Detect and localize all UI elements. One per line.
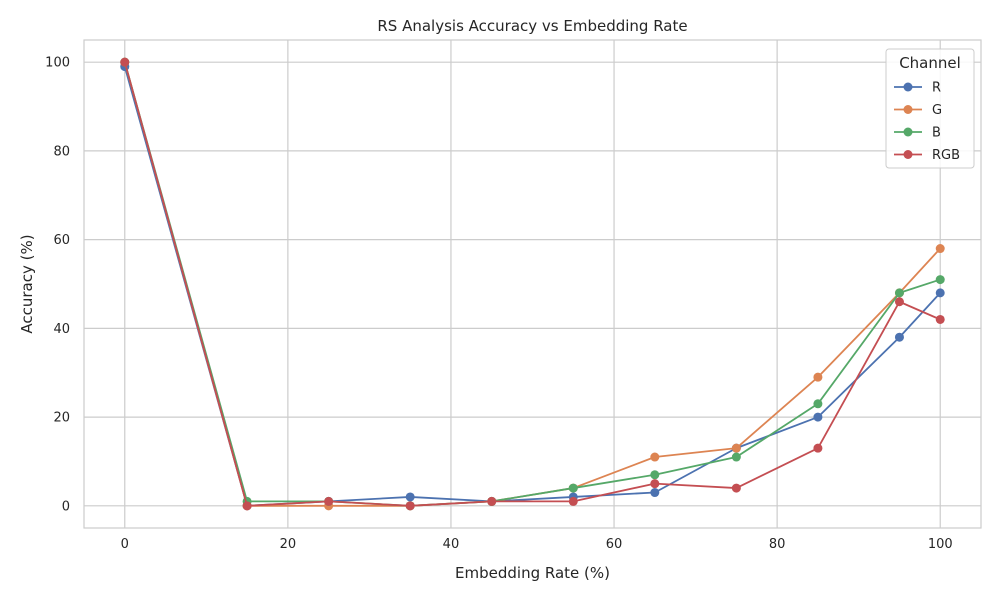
data-point xyxy=(731,483,741,493)
series-line xyxy=(123,61,941,507)
x-tick-label: 20 xyxy=(280,537,297,552)
legend-marker xyxy=(903,127,913,137)
data-point xyxy=(405,492,415,502)
plot-frame xyxy=(83,39,982,529)
legend-marker xyxy=(903,82,913,92)
data-point xyxy=(650,452,660,462)
data-point xyxy=(813,399,823,409)
data-point xyxy=(120,57,130,67)
data-point xyxy=(894,332,904,342)
data-point xyxy=(324,496,334,506)
y-tick-label: 100 xyxy=(45,56,70,71)
legend-label: RGB xyxy=(932,148,960,163)
data-point xyxy=(650,470,660,480)
legend-marker xyxy=(903,150,913,159)
x-tick-label: 40 xyxy=(443,537,460,552)
x-axis-label: Embedding Rate (%) xyxy=(455,564,610,582)
legend-item-rgb: RGB xyxy=(894,148,960,163)
data-point xyxy=(568,483,578,493)
data-point xyxy=(405,501,415,511)
y-tick-label: 0 xyxy=(62,499,70,514)
series-line xyxy=(123,61,941,507)
data-point xyxy=(242,501,252,511)
data-point xyxy=(568,496,578,506)
y-tick-label: 60 xyxy=(53,233,70,248)
x-tick-label: 80 xyxy=(769,537,786,552)
data-point xyxy=(894,288,904,298)
series-rgb xyxy=(120,57,945,511)
y-tick-label: 80 xyxy=(53,144,70,159)
grid xyxy=(84,40,981,528)
data-point xyxy=(487,496,497,506)
legend: Channel RGB RGB xyxy=(885,48,975,169)
legend-item-g: G xyxy=(894,103,942,118)
x-tick-label: 0 xyxy=(121,537,129,552)
series-line xyxy=(123,66,941,507)
data-point xyxy=(731,452,741,462)
legend-item-r: R xyxy=(894,81,941,96)
legend-label: R xyxy=(932,81,941,96)
y-tick-label: 40 xyxy=(53,322,70,337)
y-tick-label: 20 xyxy=(53,411,70,426)
data-point xyxy=(935,244,945,254)
data-point xyxy=(650,488,660,498)
legend-marker xyxy=(903,105,913,114)
series xyxy=(120,57,945,511)
data-point xyxy=(813,443,823,453)
legend-items: RGB RGB xyxy=(894,81,960,163)
legend-box xyxy=(885,48,975,169)
chart-title: RS Analysis Accuracy vs Embedding Rate xyxy=(377,17,687,35)
y-axis-label: Accuracy (%) xyxy=(18,234,36,333)
data-point xyxy=(731,443,741,453)
data-point xyxy=(894,297,904,307)
data-point xyxy=(935,314,945,324)
legend-label: B xyxy=(932,126,941,141)
x-tick-label: 100 xyxy=(928,537,953,552)
x-tick-label: 60 xyxy=(606,537,623,552)
series-line xyxy=(123,61,941,507)
data-point xyxy=(935,275,945,285)
data-point xyxy=(935,288,945,298)
data-point xyxy=(813,372,823,382)
tick-labels: 0 20 40 60 80 100 0 20 40 60 80 100 xyxy=(45,56,952,552)
data-point xyxy=(813,412,823,422)
legend-title: Channel xyxy=(899,54,961,72)
legend-label: G xyxy=(932,103,942,118)
data-point xyxy=(650,479,660,489)
legend-item-b: B xyxy=(894,126,941,141)
